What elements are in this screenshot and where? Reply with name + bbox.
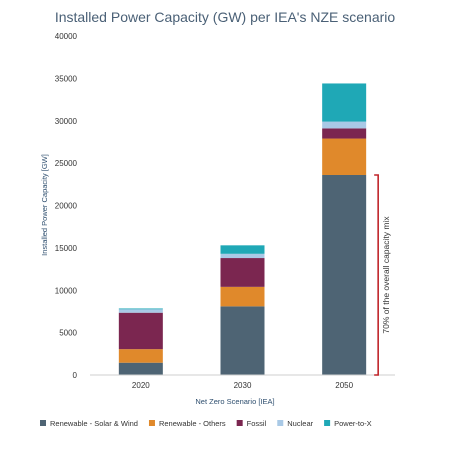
y-axis-label: Installed Power Capacity [GW] xyxy=(40,154,49,256)
y-tick-label: 20000 xyxy=(55,202,78,211)
y-tick-label: 30000 xyxy=(55,117,78,126)
y-tick-label: 5000 xyxy=(59,329,77,338)
legend-swatch xyxy=(324,420,331,426)
bar-segment xyxy=(118,309,163,313)
legend-label: Fossil xyxy=(247,419,267,428)
legend-swatch xyxy=(277,420,284,426)
bar-segment xyxy=(220,253,265,259)
annotation-bracket xyxy=(374,174,379,376)
x-tick-label: 2030 xyxy=(234,381,252,390)
x-axis-label: Net Zero Scenario [IEA] xyxy=(195,397,274,406)
bar-segment xyxy=(118,349,163,363)
bar-segment xyxy=(220,245,265,254)
bar-segment xyxy=(220,286,265,307)
y-tick-label: 25000 xyxy=(55,159,78,168)
x-tick-label: 2050 xyxy=(335,381,353,390)
y-tick-label: 10000 xyxy=(55,286,78,295)
bar-segment xyxy=(118,362,163,375)
y-tick-label: 0 xyxy=(73,371,78,380)
bar-segment xyxy=(220,258,265,287)
y-tick-label: 35000 xyxy=(55,74,78,83)
legend-swatch xyxy=(236,420,243,426)
legend-label: Renewable - Solar & Wind xyxy=(50,419,138,428)
y-tick-label: 15000 xyxy=(55,244,78,253)
bar-segment xyxy=(322,174,367,375)
annotation-text: 70% of the overall capacity mix xyxy=(381,216,391,334)
bar-segment xyxy=(220,306,265,375)
bar-segment xyxy=(322,121,367,129)
legend-label: Renewable - Others xyxy=(159,419,226,428)
y-tick-label: 40000 xyxy=(55,32,78,41)
legend-label: Nuclear xyxy=(287,419,313,428)
legend-label: Power-to-X xyxy=(334,419,372,428)
bar-segment xyxy=(322,138,367,175)
legend-swatch xyxy=(148,420,155,426)
bar-segment xyxy=(118,312,163,350)
bar-segment xyxy=(322,83,367,122)
bar-segment xyxy=(322,128,367,139)
bar-segment xyxy=(118,308,163,310)
legend-swatch xyxy=(40,420,46,426)
x-tick-label: 2020 xyxy=(132,381,150,390)
chart-title: Installed Power Capacity (GW) per IEA's … xyxy=(55,9,396,25)
